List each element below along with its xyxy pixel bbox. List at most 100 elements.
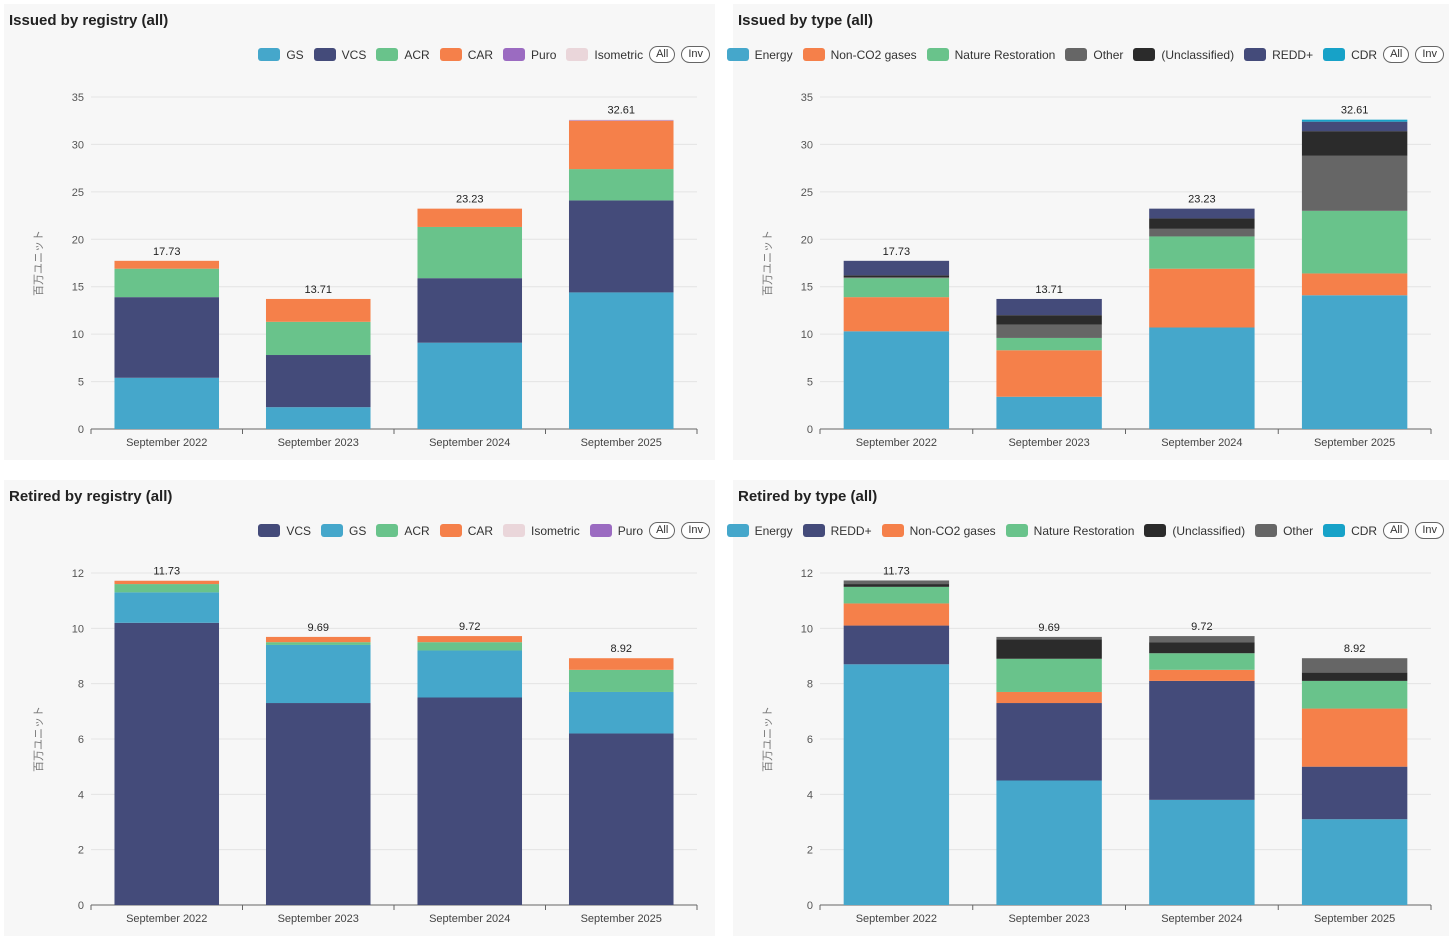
bar-segment-other[interactable] (1149, 636, 1255, 643)
bar-segment-car[interactable] (568, 658, 674, 670)
legend-all-button[interactable]: All (649, 522, 676, 539)
bar-segment-unclassified[interactable] (1149, 218, 1255, 229)
legend-item-energy[interactable]: Energy (726, 48, 793, 62)
bar-segment-vcs[interactable] (114, 622, 220, 905)
bar-segment-energy[interactable] (1149, 799, 1255, 905)
bar-segment-nature-restoration[interactable] (1149, 236, 1255, 269)
legend-item-cdr[interactable]: CDR (1323, 524, 1377, 538)
bar-segment-non-co2-gases[interactable] (1149, 268, 1255, 328)
legend-item-other[interactable]: Other (1065, 48, 1123, 62)
legend-item-other[interactable]: Other (1255, 524, 1313, 538)
bar-segment-car[interactable] (265, 298, 371, 322)
bar-segment-non-co2-gases[interactable] (996, 691, 1102, 704)
legend-all-button[interactable]: All (1383, 522, 1410, 539)
bar-segment-car[interactable] (568, 120, 674, 170)
bar-segment-car[interactable] (417, 636, 523, 643)
bar-segment-energy[interactable] (1301, 295, 1408, 429)
legend-item-vcs[interactable]: VCS (258, 524, 311, 538)
legend-item-isometric[interactable]: Isometric (566, 48, 643, 62)
legend-item-nature-restoration[interactable]: Nature Restoration (1005, 524, 1134, 538)
legend-item-non-co2-gases[interactable]: Non-CO2 gases (881, 524, 996, 538)
legend-item-redd[interactable]: REDD+ (802, 524, 872, 538)
legend-all-button[interactable]: All (1383, 46, 1410, 63)
bar-segment-gs[interactable] (568, 691, 674, 734)
bar-segment-non-co2-gases[interactable] (1301, 708, 1408, 767)
legend-item-gs[interactable]: GS (321, 524, 366, 538)
bar-segment-acr[interactable] (265, 321, 371, 356)
bar-segment-other[interactable] (1149, 228, 1255, 237)
bar-segment-other[interactable] (1301, 658, 1408, 673)
bar-segment-non-co2-gases[interactable] (996, 350, 1102, 397)
legend-inv-button[interactable]: Inv (681, 46, 710, 63)
bar-segment-car[interactable] (114, 580, 220, 585)
bar-segment-vcs[interactable] (114, 297, 220, 378)
bar-segment-acr[interactable] (265, 642, 371, 645)
bar-segment-cdr[interactable] (1301, 119, 1408, 122)
bar-segment-redd[interactable] (1301, 766, 1408, 820)
legend-item-acr[interactable]: ACR (376, 48, 430, 62)
bar-segment-acr[interactable] (568, 669, 674, 692)
bar-segment-unclassified[interactable] (996, 315, 1102, 325)
bar-segment-redd[interactable] (996, 703, 1102, 781)
legend-item-unclassified[interactable]: (Unclassified) (1133, 48, 1234, 62)
bar-segment-nature-restoration[interactable] (843, 586, 950, 604)
bar-segment-vcs[interactable] (417, 697, 523, 906)
bar-segment-unclassified[interactable] (843, 275, 950, 278)
legend-inv-button[interactable]: Inv (1415, 522, 1444, 539)
bar-segment-gs[interactable] (114, 377, 220, 429)
legend-item-cdr[interactable]: CDR (1323, 48, 1377, 62)
bar-segment-redd[interactable] (1149, 680, 1255, 800)
bar-segment-car[interactable] (417, 208, 523, 227)
bar-segment-vcs[interactable] (568, 200, 674, 293)
bar-segment-nature-restoration[interactable] (1301, 210, 1408, 274)
legend-item-redd[interactable]: REDD+ (1244, 48, 1313, 62)
bar-segment-unclassified[interactable] (843, 584, 950, 587)
bar-segment-nature-restoration[interactable] (996, 658, 1102, 692)
bar-segment-redd[interactable] (1301, 121, 1408, 132)
bar-segment-vcs[interactable] (417, 278, 523, 343)
bar-segment-vcs[interactable] (265, 355, 371, 408)
bar-segment-other[interactable] (996, 636, 1102, 640)
bar-segment-energy[interactable] (996, 780, 1102, 906)
legend-item-vcs[interactable]: VCS (313, 48, 366, 62)
bar-segment-gs[interactable] (568, 292, 674, 429)
legend-item-isometric[interactable]: Isometric (503, 524, 580, 538)
legend-inv-button[interactable]: Inv (1415, 46, 1444, 63)
bar-segment-gs[interactable] (265, 407, 371, 429)
bar-segment-redd[interactable] (1149, 208, 1255, 219)
bar-segment-unclassified[interactable] (1301, 131, 1408, 156)
legend-item-car[interactable]: CAR (439, 524, 493, 538)
bar-segment-unclassified[interactable] (996, 639, 1102, 659)
bar-segment-acr[interactable] (417, 226, 523, 279)
bar-segment-energy[interactable] (1149, 327, 1255, 429)
legend-item-car[interactable]: CAR (439, 48, 493, 62)
legend-item-energy[interactable]: Energy (726, 524, 793, 538)
bar-segment-nature-restoration[interactable] (1149, 653, 1255, 670)
bar-segment-other[interactable] (843, 277, 950, 279)
legend-all-button[interactable]: All (649, 46, 676, 63)
bar-segment-energy[interactable] (843, 331, 950, 429)
bar-segment-puro[interactable] (568, 120, 674, 121)
bar-segment-energy[interactable] (996, 396, 1102, 429)
bar-segment-acr[interactable] (568, 169, 674, 201)
legend-item-puro[interactable]: Puro (503, 48, 556, 62)
legend-item-puro[interactable]: Puro (589, 524, 643, 538)
bar-segment-non-co2-gases[interactable] (1301, 273, 1408, 296)
bar-segment-acr[interactable] (114, 584, 220, 593)
bar-segment-unclassified[interactable] (1301, 672, 1408, 681)
bar-segment-vcs[interactable] (568, 733, 674, 905)
bar-segment-nature-restoration[interactable] (996, 337, 1102, 351)
bar-segment-redd[interactable] (996, 298, 1102, 316)
bar-segment-car[interactable] (265, 636, 371, 643)
bar-segment-other[interactable] (996, 324, 1102, 338)
bar-segment-redd[interactable] (843, 625, 950, 665)
legend-item-nature-restoration[interactable]: Nature Restoration (926, 48, 1055, 62)
bar-segment-vcs[interactable] (265, 703, 371, 905)
legend-item-acr[interactable]: ACR (376, 524, 430, 538)
bar-segment-car[interactable] (114, 260, 220, 269)
bar-segment-energy[interactable] (843, 664, 950, 905)
bar-segment-non-co2-gases[interactable] (843, 603, 950, 626)
bar-segment-non-co2-gases[interactable] (1149, 669, 1255, 681)
bar-segment-other[interactable] (843, 580, 950, 585)
bar-segment-nature-restoration[interactable] (1301, 680, 1408, 709)
